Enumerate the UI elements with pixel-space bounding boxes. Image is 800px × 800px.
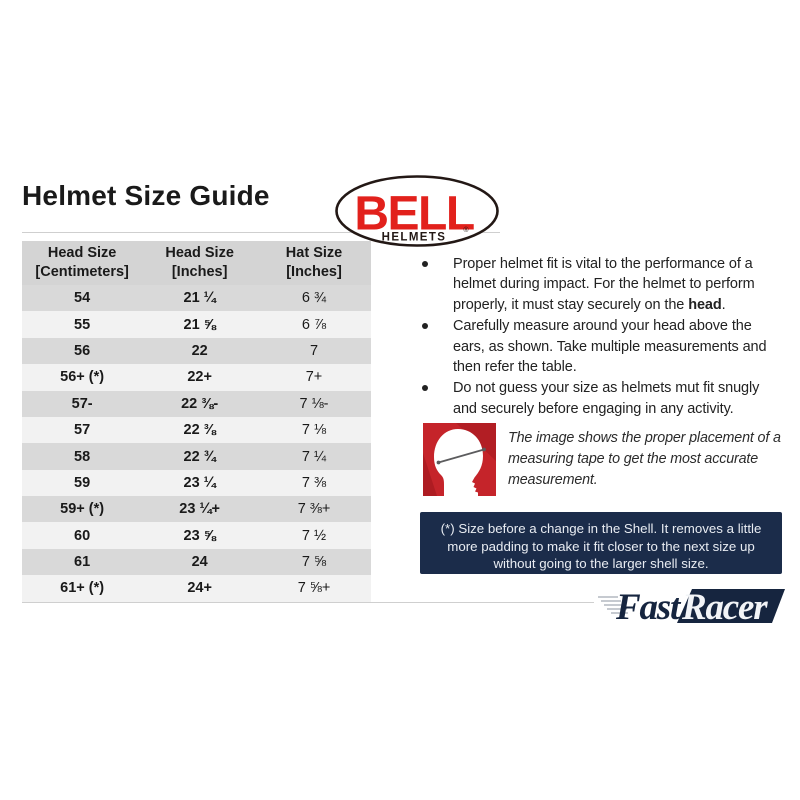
svg-text:Fast: Fast	[615, 588, 682, 624]
svg-text:HELMETS: HELMETS	[382, 232, 447, 244]
svg-text:Racer: Racer	[681, 588, 768, 624]
svg-text:®: ®	[463, 226, 469, 234]
